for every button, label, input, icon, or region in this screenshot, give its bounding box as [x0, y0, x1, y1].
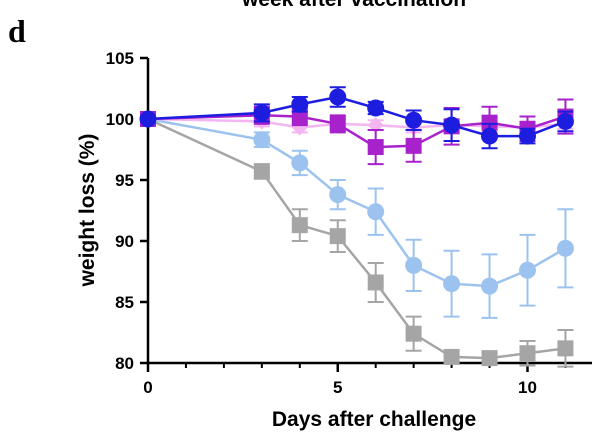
data-point: [291, 95, 309, 113]
data-point: [405, 111, 423, 129]
series-line: [147, 117, 567, 288]
data-point: [291, 217, 308, 234]
series-line: [147, 95, 566, 138]
data-point: [405, 137, 422, 154]
y-tick-label: 90: [115, 232, 134, 251]
x-tick-label: 10: [518, 378, 537, 397]
data-point: [405, 256, 423, 274]
data-point: [139, 110, 157, 128]
data-point: [367, 274, 384, 291]
series-4: [140, 98, 574, 166]
data-point: [367, 117, 384, 134]
x-axis-title: Days after challenge: [272, 408, 476, 431]
series-5: [139, 86, 574, 150]
series-1: [140, 111, 574, 368]
data-point: [329, 186, 347, 204]
data-point: [443, 275, 461, 293]
x-tick-label: 0: [143, 378, 152, 397]
series-layer: [139, 86, 574, 368]
y-tick-label: 100: [106, 110, 134, 129]
data-point: [253, 104, 271, 122]
data-point: [481, 277, 499, 295]
series-line: [147, 117, 566, 360]
y-tick-label: 85: [115, 293, 134, 312]
data-point: [481, 127, 499, 145]
data-point: [443, 116, 461, 134]
data-point: [367, 203, 385, 221]
data-point: [329, 115, 346, 132]
data-point: [519, 345, 536, 362]
data-point: [557, 340, 574, 357]
ticks: 80 85 90 95 100 105 0 5 10: [106, 49, 567, 397]
y-tick-label: 105: [106, 49, 134, 68]
series-3: [140, 111, 574, 136]
data-point: [367, 99, 385, 117]
data-point: [556, 239, 574, 257]
y-axis-title: weight loss (%): [76, 134, 99, 288]
y-tick-label: 95: [115, 171, 134, 190]
series-2: [139, 110, 574, 319]
data-point: [253, 163, 270, 180]
data-point: [443, 348, 460, 365]
cut-off-title: week after vaccination: [241, 0, 466, 11]
data-point: [405, 325, 422, 342]
data-point: [329, 88, 347, 106]
data-point: [518, 127, 536, 145]
series-line: [147, 117, 566, 129]
data-point: [329, 228, 346, 245]
data-point: [253, 131, 271, 149]
x-tick-label: 5: [333, 378, 342, 397]
data-point: [367, 139, 384, 156]
data-point: [291, 154, 309, 172]
y-tick-label: 80: [115, 354, 134, 373]
panel-label: d: [8, 13, 26, 49]
series-line: [147, 114, 566, 149]
data-point: [518, 261, 536, 279]
data-point: [481, 350, 498, 367]
data-point: [556, 112, 574, 130]
data-point: [481, 114, 498, 131]
axes: [146, 58, 592, 365]
